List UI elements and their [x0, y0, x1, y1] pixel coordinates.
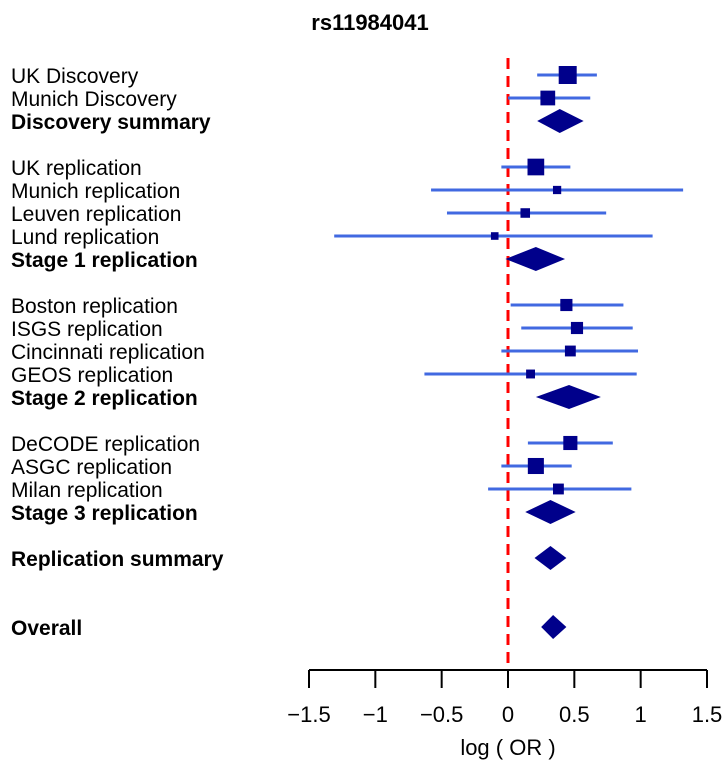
x-axis: −1.5 −1 −0.5 0 0.5 1 1.5 — [287, 669, 723, 727]
row-label: Replication summary — [11, 548, 224, 571]
row-replication-summary: Replication summary — [11, 546, 567, 571]
row-asgc-replication: ASGC replication — [11, 456, 572, 479]
row-discovery-summary: Discovery summary — [11, 109, 584, 134]
row-uk-discovery: UK Discovery — [11, 65, 597, 88]
row-milan-replication: Milan replication — [11, 479, 632, 502]
row-label: UK Discovery — [11, 65, 139, 88]
row-overall: Overall — [11, 615, 567, 640]
summary-diamond — [525, 500, 576, 524]
row-label: UK replication — [11, 157, 142, 180]
row-stage-2-replication: Stage 2 replication — [11, 385, 601, 410]
row-lund-replication: Lund replication — [11, 226, 653, 249]
summary-diamond — [541, 615, 567, 639]
row-label: Stage 3 replication — [11, 502, 198, 525]
x-tick-label: −0.5 — [420, 702, 463, 727]
row-label: Munich replication — [11, 180, 180, 203]
row-label: Discovery summary — [11, 111, 211, 134]
x-tick-label: 0 — [502, 702, 514, 727]
chart-title: rs11984041 — [311, 10, 428, 35]
point-estimate — [527, 158, 545, 176]
row-label: Milan replication — [11, 479, 163, 502]
row-label: ISGS replication — [11, 318, 163, 341]
row-label: Overall — [11, 617, 82, 640]
row-munich-replication: Munich replication — [11, 180, 684, 203]
row-cincinnati-replication: Cincinnati replication — [11, 341, 639, 364]
point-estimate — [526, 369, 536, 379]
point-estimate — [520, 208, 531, 218]
row-label: Stage 1 replication — [11, 249, 198, 272]
row-uk-replication: UK replication — [11, 157, 571, 180]
point-estimate — [558, 66, 577, 84]
row-label: Cincinnati replication — [11, 341, 205, 364]
x-tick-label: 1 — [635, 702, 647, 727]
row-stage-1-replication: Stage 1 replication — [11, 247, 566, 272]
summary-diamond — [537, 109, 584, 133]
point-estimate — [552, 483, 564, 495]
point-estimate — [560, 298, 573, 312]
point-estimate — [552, 185, 562, 195]
row-label: Stage 2 replication — [11, 387, 198, 410]
row-label: Munich Discovery — [11, 88, 177, 111]
row-label: DeCODE replication — [11, 433, 200, 456]
row-boston-replication: Boston replication — [11, 295, 624, 318]
point-estimate — [570, 321, 584, 335]
x-tick-label: 0.5 — [559, 702, 590, 727]
summary-diamond — [535, 385, 601, 409]
x-axis-label: log ( OR ) — [460, 735, 555, 760]
row-label: ASGC replication — [11, 456, 172, 479]
x-tick-label: 1.5 — [692, 702, 723, 727]
row-label: Leuven replication — [11, 203, 181, 226]
point-estimate — [563, 435, 578, 451]
point-estimate — [527, 457, 544, 475]
row-isgs-replication: ISGS replication — [11, 318, 633, 341]
x-tick-label: −1.5 — [287, 702, 330, 727]
row-geos-replication: GEOS replication — [11, 364, 637, 387]
summary-diamond — [505, 247, 566, 271]
row-label: Boston replication — [11, 295, 178, 318]
x-tick-label: −1 — [363, 702, 388, 727]
row-munich-discovery: Munich Discovery — [11, 88, 591, 111]
row-label: GEOS replication — [11, 364, 173, 387]
row-label: Lund replication — [11, 226, 159, 249]
summary-diamond — [534, 546, 567, 570]
row-stage-3-replication: Stage 3 replication — [11, 500, 576, 525]
point-estimate — [540, 90, 556, 106]
row-leuven-replication: Leuven replication — [11, 203, 607, 226]
row-decode-replication: DeCODE replication — [11, 433, 613, 456]
point-estimate — [490, 232, 499, 240]
point-estimate — [564, 345, 576, 357]
